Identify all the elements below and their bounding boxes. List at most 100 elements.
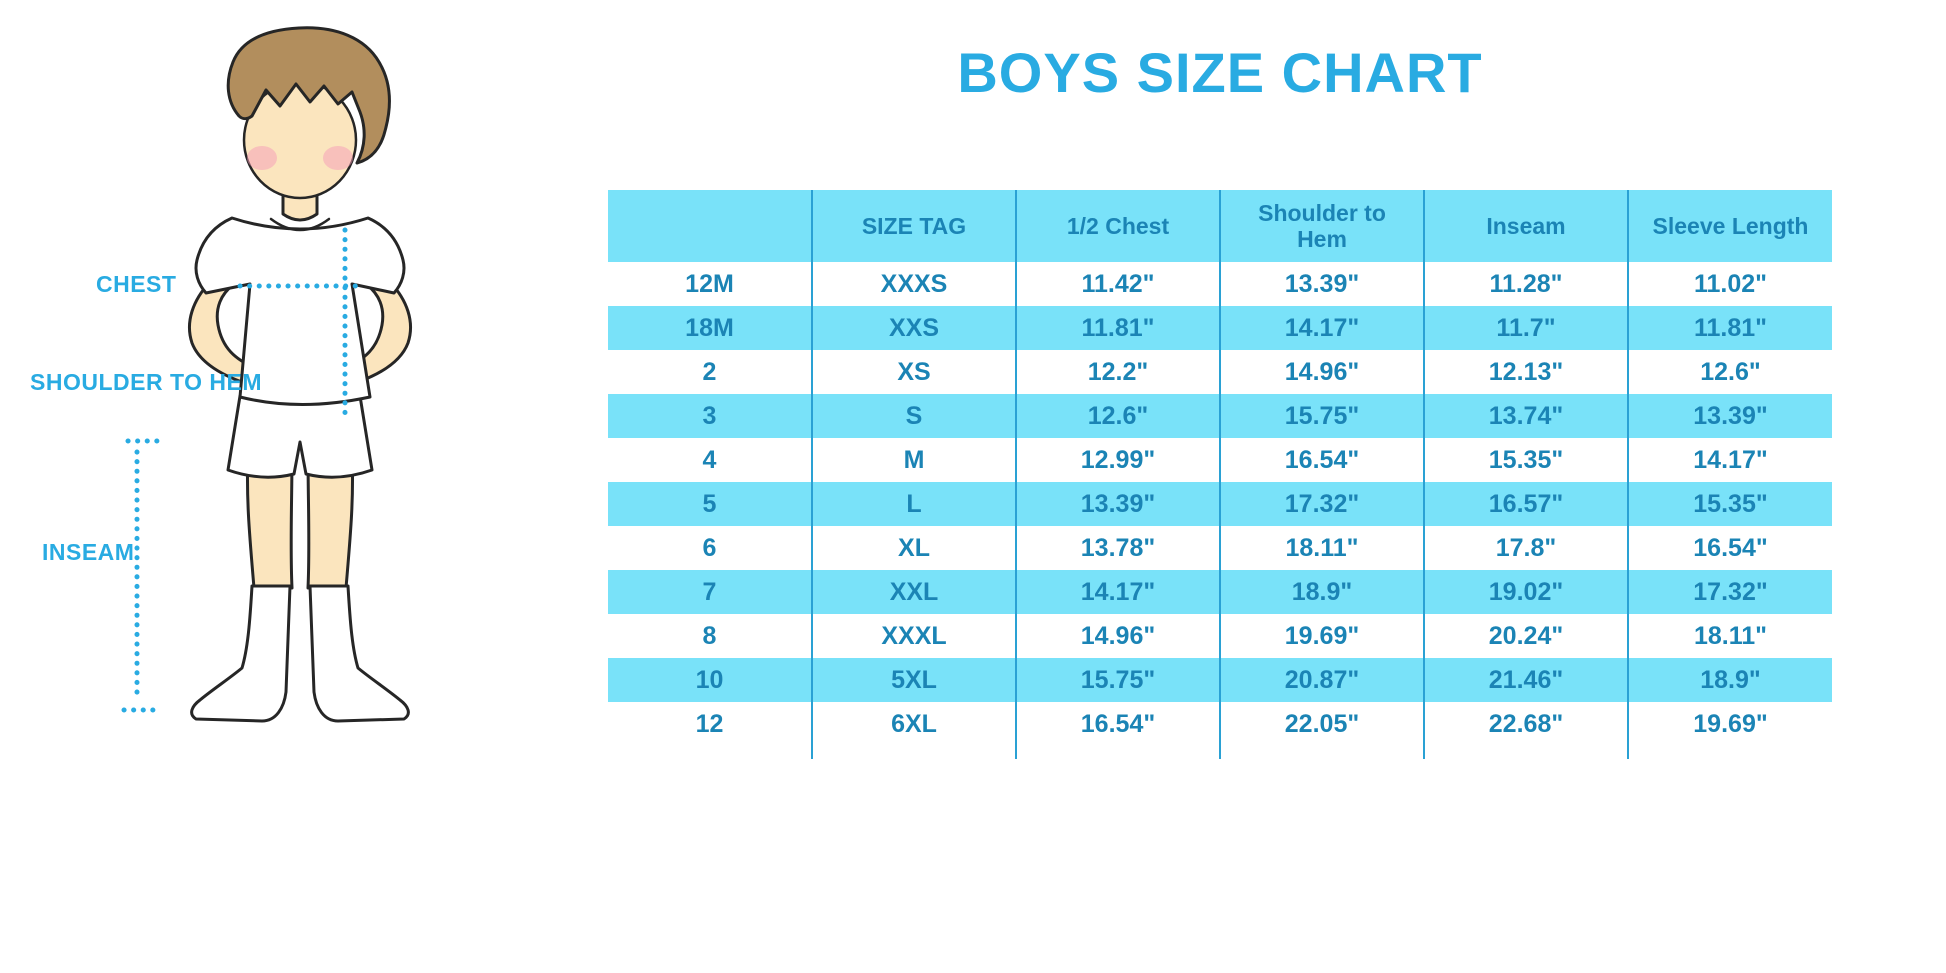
table-footer-cell bbox=[1219, 746, 1424, 759]
table-cell: 14.17" bbox=[1015, 570, 1220, 614]
table-cell: 14.17" bbox=[1219, 306, 1424, 350]
table-cell: 14.96" bbox=[1015, 614, 1220, 658]
table-cell: 11.81" bbox=[1015, 306, 1220, 350]
table-cell: 4 bbox=[702, 445, 717, 474]
table-cell: 10 bbox=[695, 665, 724, 694]
sock-left bbox=[190, 584, 292, 723]
table-cell: M bbox=[811, 438, 1016, 482]
table-cell: 8 bbox=[702, 621, 717, 650]
table-cell: 16.54" bbox=[1219, 438, 1424, 482]
table-footer-cell bbox=[1015, 746, 1220, 759]
table-cell: 12 bbox=[695, 709, 724, 738]
table-row: 12M XXXS 11.42" 13.39" 11.28" 11.02" bbox=[608, 262, 1832, 306]
leg-right bbox=[306, 453, 355, 590]
table-cell: 13.39" bbox=[1627, 394, 1832, 438]
table-cell: 12.6" bbox=[1627, 350, 1832, 394]
page-title: BOYS SIZE CHART bbox=[957, 41, 1483, 104]
table-cell: XXXL bbox=[811, 614, 1016, 658]
table-cell: 13.74" bbox=[1423, 394, 1628, 438]
table-cell: 20.24" bbox=[1423, 614, 1628, 658]
table-cell: 21.46" bbox=[1423, 658, 1628, 702]
table-cell: 17.32" bbox=[1627, 570, 1832, 614]
table-cell: 6XL bbox=[811, 702, 1016, 746]
table-cell: 19.69" bbox=[1627, 702, 1832, 746]
table-cell: 13.39" bbox=[1219, 262, 1424, 306]
table-footer-cell bbox=[1627, 746, 1832, 759]
table-cell: 14.17" bbox=[1627, 438, 1832, 482]
size-chart-body: 12M XXXS 11.42" 13.39" 11.28" 11.02" 18M XXS 11.… bbox=[608, 262, 1832, 759]
table-cell: 20.87" bbox=[1219, 658, 1424, 702]
table-row: 8 XXXL 14.96" 19.69" 20.24" 18.11" bbox=[608, 614, 1832, 658]
table-cell: 12.6" bbox=[1015, 394, 1220, 438]
collar-line bbox=[269, 217, 331, 232]
table-cell: 2 bbox=[702, 357, 717, 386]
table-cell: 17.8" bbox=[1423, 526, 1628, 570]
table-cell: 16.54" bbox=[1015, 702, 1220, 746]
column-header: Sleeve Length bbox=[1627, 190, 1832, 262]
table-row: 6 XL 13.78" 18.11" 17.8" 16.54" bbox=[608, 526, 1832, 570]
blush-right bbox=[323, 146, 353, 170]
table-cell: 19.69" bbox=[1219, 614, 1424, 658]
sock-right bbox=[308, 584, 410, 723]
table-cell: 14.96" bbox=[1219, 350, 1424, 394]
table-cell: 18.11" bbox=[1219, 526, 1424, 570]
table-cell: 19.02" bbox=[1423, 570, 1628, 614]
table-row: 2 XS 12.2" 14.96" 12.13" 12.6" bbox=[608, 350, 1832, 394]
table-cell: 11.42" bbox=[1015, 262, 1220, 306]
table-cell: 18.11" bbox=[1627, 614, 1832, 658]
table-cell: 12M bbox=[685, 269, 734, 298]
table-cell: 3 bbox=[702, 401, 717, 430]
table-cell: 18.9" bbox=[1627, 658, 1832, 702]
table-cell: 16.57" bbox=[1423, 482, 1628, 526]
table-row: 12 6XL 16.54" 22.05" 22.68" 19.69" bbox=[608, 702, 1832, 746]
table-cell: 15.35" bbox=[1423, 438, 1628, 482]
column-header: Shoulder to Hem bbox=[1219, 190, 1424, 262]
table-cell: 12.2" bbox=[1015, 350, 1220, 394]
table-cell: 18.9" bbox=[1219, 570, 1424, 614]
table-cell: 15.75" bbox=[1015, 658, 1220, 702]
table-cell: 22.05" bbox=[1219, 702, 1424, 746]
table-cell: 11.81" bbox=[1627, 306, 1832, 350]
table-cell: 5 bbox=[702, 489, 717, 518]
column-header: 1/2 Chest bbox=[1015, 190, 1220, 262]
table-cell: 17.32" bbox=[1219, 482, 1424, 526]
table-cell: S bbox=[811, 394, 1016, 438]
table-cell: XL bbox=[811, 526, 1016, 570]
size-chart-head-row: SIZE TAG 1/2 Chest Shoulder to Hem Inseam Sl… bbox=[608, 190, 1832, 262]
table-cell: XXS bbox=[811, 306, 1016, 350]
table-row: 10 5XL 15.75" 20.87" 21.46" 18.9" bbox=[608, 658, 1832, 702]
table-cell: 16.54" bbox=[1627, 526, 1832, 570]
column-header bbox=[608, 190, 812, 262]
table-cell: 7 bbox=[702, 577, 717, 606]
table-cell: 13.78" bbox=[1015, 526, 1220, 570]
column-header: Inseam bbox=[1423, 190, 1628, 262]
table-cell: XXL bbox=[811, 570, 1016, 614]
size-chart-table: SIZE TAG 1/2 Chest Shoulder to Hem Inseam Sl… bbox=[608, 190, 1832, 759]
hair-shape bbox=[226, 26, 391, 165]
table-cell: 6 bbox=[702, 533, 717, 562]
boy-illustration bbox=[121, 26, 413, 723]
inseam-label: INSEAM bbox=[42, 539, 135, 565]
tshirt-shape bbox=[194, 216, 406, 406]
table-row: 18M XXS 11.81" 14.17" 11.7" 11.81" bbox=[608, 306, 1832, 350]
table-cell: 12.13" bbox=[1423, 350, 1628, 394]
table-row: 5 L 13.39" 17.32" 16.57" 15.35" bbox=[608, 482, 1832, 526]
table-footer-row bbox=[608, 746, 1832, 759]
table-cell: 18M bbox=[685, 313, 734, 342]
column-header: SIZE TAG bbox=[811, 190, 1016, 262]
shoulder-to-hem-label: SHOULDER TO HEM bbox=[30, 369, 262, 395]
table-cell: 11.28" bbox=[1423, 262, 1628, 306]
table-cell: 15.75" bbox=[1219, 394, 1424, 438]
table-cell: 11.02" bbox=[1627, 262, 1832, 306]
table-cell: 12.99" bbox=[1015, 438, 1220, 482]
table-row: 3 S 12.6" 15.75" 13.74" 13.39" bbox=[608, 394, 1832, 438]
table-cell: 5XL bbox=[811, 658, 1016, 702]
chest-label: CHEST bbox=[96, 271, 177, 297]
table-row: 4 M 12.99" 16.54" 15.35" 14.17" bbox=[608, 438, 1832, 482]
table-footer-cell bbox=[811, 746, 1016, 759]
table-cell: 11.7" bbox=[1423, 306, 1628, 350]
table-row: 7 XXL 14.17" 18.9" 19.02" 17.32" bbox=[608, 570, 1832, 614]
shorts-shape bbox=[226, 394, 374, 479]
table-cell: XS bbox=[811, 350, 1016, 394]
